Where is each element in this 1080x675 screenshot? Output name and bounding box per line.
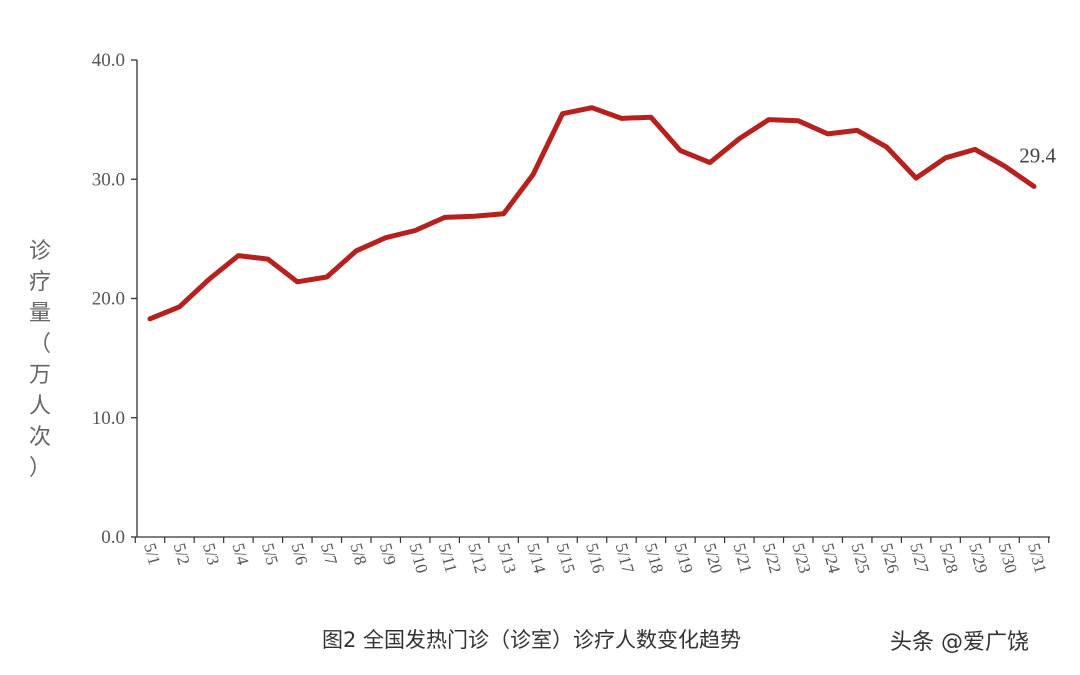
x-tick-label: 5/7	[317, 541, 341, 567]
chart-caption: 图2 全国发热门诊（诊室）诊疗人数变化趋势	[322, 628, 742, 652]
x-tick-label: 5/1	[140, 541, 164, 567]
data-label: 29.4	[1019, 143, 1056, 167]
y-tick-label: 20.0	[92, 289, 125, 310]
x-tick-label: 5/22	[759, 541, 785, 575]
x-tick-label: 5/5	[258, 541, 282, 567]
x-tick-label: 5/21	[729, 541, 755, 575]
x-tick-label: 5/20	[700, 541, 726, 575]
y-tick-label: 0.0	[101, 527, 125, 548]
x-tick-label: 5/31	[1024, 541, 1050, 575]
x-tick-label: 5/24	[818, 541, 844, 576]
watermark: 头条 @爱广饶	[890, 630, 1029, 655]
x-tick-label: 5/11	[435, 541, 461, 575]
chart-axes	[131, 59, 1050, 543]
x-tick-label: 5/3	[199, 541, 223, 567]
y-tick-labels: 0.0 10.0 20.0 30.0 40.0	[92, 50, 125, 548]
series-line	[147, 105, 1037, 322]
x-tick-label: 5/26	[877, 541, 903, 575]
x-tick-label: 5/4	[229, 541, 253, 567]
x-tick-label: 5/13	[494, 541, 520, 575]
y-tick-label: 30.0	[92, 169, 125, 190]
x-tick-label: 5/18	[641, 541, 667, 575]
x-tick-label: 5/30	[995, 541, 1021, 575]
x-tick-label: 5/27	[906, 541, 932, 576]
x-tick-label: 5/9	[376, 541, 400, 567]
y-tick-label: 10.0	[92, 408, 125, 429]
x-tick-label: 5/8	[346, 541, 370, 567]
data-labels: 29.4	[1019, 143, 1056, 167]
x-tick-label: 5/19	[671, 541, 697, 575]
x-tick-label: 5/17	[612, 541, 638, 576]
x-tick-label: 5/16	[582, 541, 608, 575]
series-lines	[147, 105, 1037, 322]
x-tick-label: 5/28	[936, 541, 962, 575]
x-tick-labels: 5/1 5/2 5/3 5/4 5/5 5/6 5/7 5/8 5/9 5/10 5/11 5/12 5…	[140, 541, 1050, 576]
x-tick-label: 5/14	[523, 541, 549, 576]
x-tick-label: 5/23	[788, 541, 814, 575]
x-tick-label: 5/12	[464, 541, 490, 575]
x-tick-label: 5/2	[170, 541, 194, 567]
x-tick-label: 5/10	[405, 541, 431, 575]
x-tick-label: 5/15	[553, 541, 579, 575]
x-tick-label: 5/29	[965, 541, 991, 575]
y-tick-label: 40.0	[92, 50, 125, 71]
x-tick-label: 5/6	[287, 541, 311, 567]
x-tick-label: 5/25	[847, 541, 873, 575]
y-axis-label: 诊疗量（万人次）	[29, 239, 51, 481]
